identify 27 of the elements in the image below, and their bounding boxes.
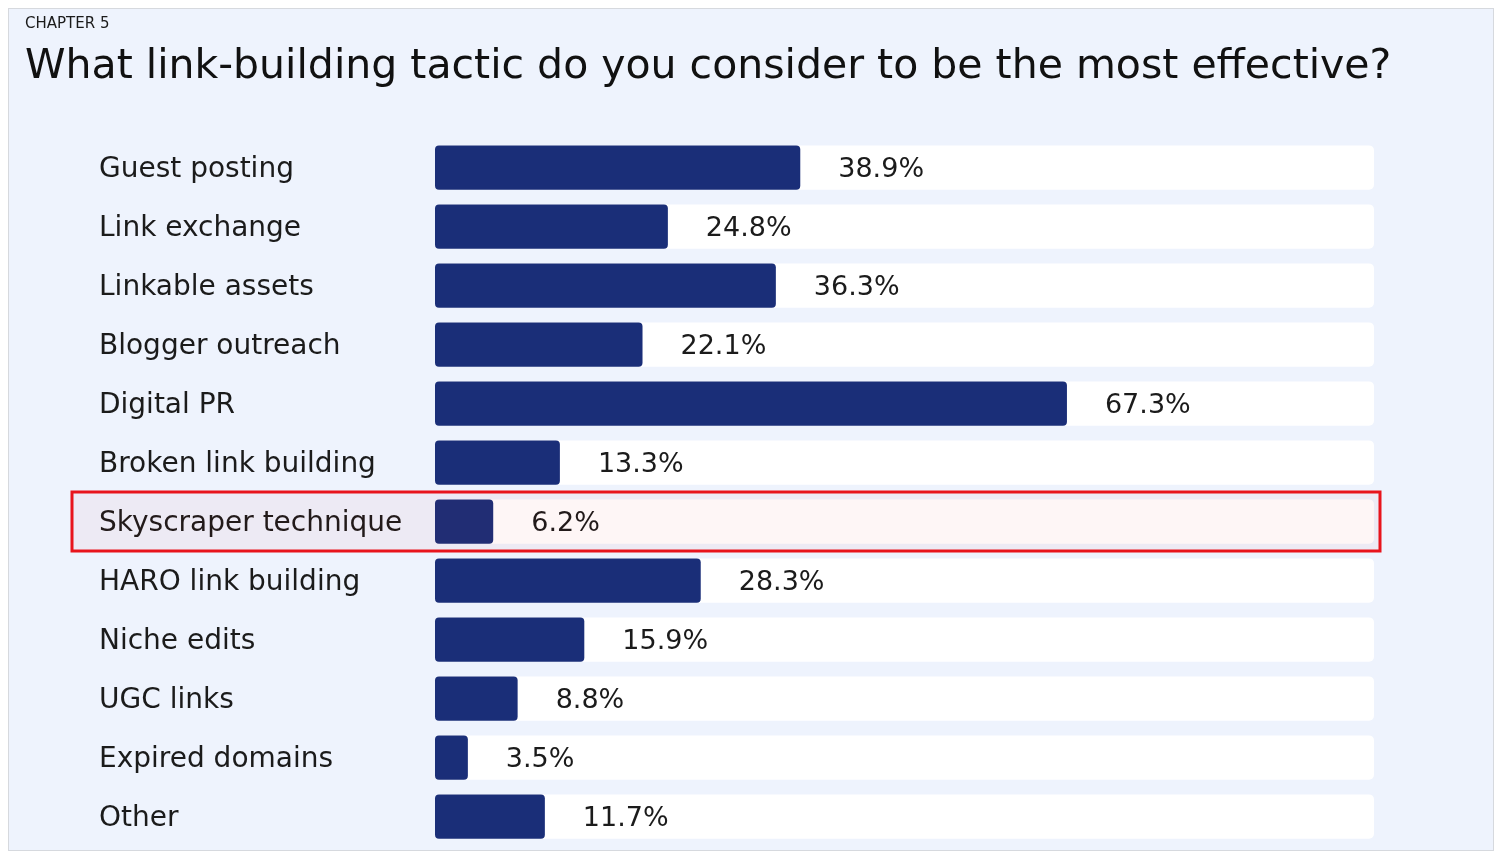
data-label: 38.9% (838, 151, 925, 183)
text: CHAPTER 5 (25, 14, 110, 32)
data-label: 28.3% (738, 564, 825, 596)
bar (435, 499, 494, 544)
y-tick-label: Digital PR (99, 387, 236, 421)
y-tick-label: Niche edits (99, 623, 256, 657)
data-label: 67.3% (1104, 387, 1191, 419)
y-tick-label: Skyscraper technique (99, 505, 403, 539)
data-label: 22.1% (680, 328, 767, 360)
data-label: 8.8% (555, 682, 625, 714)
data-label: 11.7% (582, 800, 669, 832)
y-tick-label: UGC links (99, 682, 234, 716)
data-label: 3.5% (505, 741, 575, 773)
chart-title: What link-building tactic do you consider to be the most effective? (25, 40, 1392, 88)
y-tick-label: Other (99, 800, 179, 834)
y-tick-label: HARO link building (99, 564, 361, 598)
y-tick-label: Expired domains (99, 741, 334, 775)
y-tick-label: Guest posting (99, 151, 294, 185)
data-label: 24.8% (705, 210, 792, 242)
data-label: 6.2% (531, 505, 600, 537)
y-tick-label: Link exchange (99, 210, 302, 244)
data-label: 13.3% (597, 446, 684, 478)
y-tick-label: Blogger outreach (99, 328, 341, 362)
y-tick-label: Linkable assets (99, 269, 314, 303)
data-label: 36.3% (813, 269, 900, 301)
data-label: 15.9% (622, 623, 709, 655)
y-tick-label: Broken link building (99, 446, 376, 480)
